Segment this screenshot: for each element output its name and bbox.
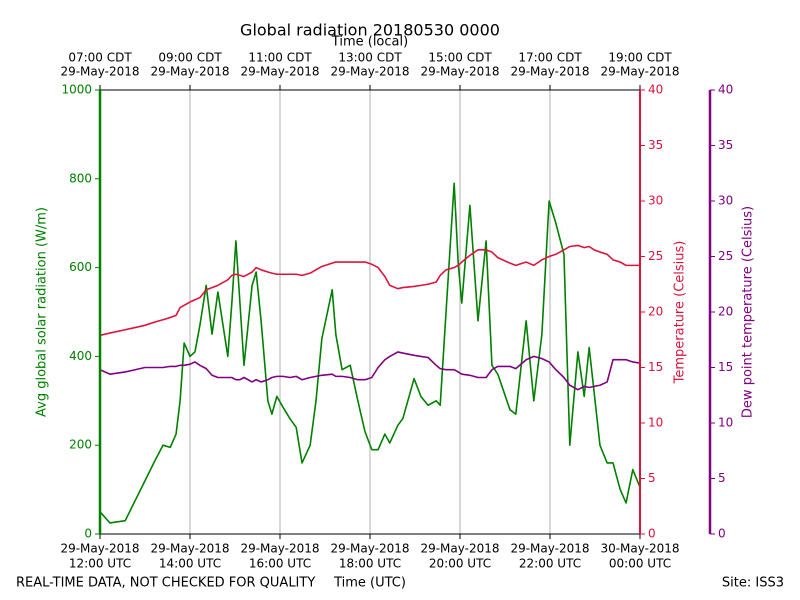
x2-tick-label: 15:00 CDT (428, 51, 492, 65)
x-tick-label: 29-May-2018 (60, 542, 139, 556)
y3-tick-label: 30 (718, 194, 733, 208)
x-tick-label: 29-May-2018 (240, 542, 319, 556)
x-tick-label: 29-May-2018 (420, 542, 499, 556)
x-tick-label: 14:00 UTC (159, 557, 221, 571)
x-tick-label: 22:00 UTC (519, 557, 581, 571)
x-axis-title: Time (UTC) (333, 576, 406, 591)
y2-tick-label: 0 (648, 527, 656, 541)
x2-tick-label: 29-May-2018 (150, 65, 229, 79)
x-tick-label: 29-May-2018 (330, 542, 409, 556)
site-label: Site: ISS3 (722, 576, 784, 591)
y3-tick-label: 5 (718, 471, 726, 485)
y2-tick-label: 35 (648, 138, 663, 152)
y2-tick-label: 10 (648, 416, 663, 430)
y-tick-label: 600 (69, 260, 92, 274)
chart-title: Global radiation 20180530 0000 (240, 21, 500, 40)
y-tick-label: 800 (69, 171, 92, 185)
x2-tick-label: 09:00 CDT (158, 51, 222, 65)
y2-axis-title: Temperature (Celsius) (673, 241, 688, 385)
y3-tick-label: 40 (718, 83, 733, 97)
series-line (99, 182, 641, 524)
x2-tick-label: 19:00 CDT (608, 51, 672, 65)
y3-axis-title: Dew point temperature (Celsius) (741, 206, 756, 418)
x2-tick-label: 13:00 CDT (338, 51, 402, 65)
series-line (99, 244, 640, 337)
x-tick-label: 12:00 UTC (69, 557, 131, 571)
x2-tick-label: 29-May-2018 (600, 65, 679, 79)
y2-tick-label: 15 (648, 360, 663, 374)
series-line (99, 351, 641, 391)
x2-axis-title: Time (local) (331, 35, 408, 50)
x-tick-label: 30-May-2018 (600, 542, 679, 556)
x2-tick-label: 29-May-2018 (60, 65, 139, 79)
y3-tick-label: 10 (718, 416, 733, 430)
y3-tick-label: 25 (718, 249, 733, 263)
y3-tick-label: 35 (718, 138, 733, 152)
x2-tick-label: 29-May-2018 (240, 65, 319, 79)
x-tick-label: 29-May-2018 (510, 542, 589, 556)
x-tick-label: 20:00 UTC (429, 557, 491, 571)
y2-tick-label: 30 (648, 194, 663, 208)
x-tick-label: 29-May-2018 (150, 542, 229, 556)
x2-tick-label: 17:00 CDT (518, 51, 582, 65)
x-tick-label: 18:00 UTC (339, 557, 401, 571)
y3-tick-label: 0 (718, 527, 726, 541)
y2-tick-label: 20 (648, 305, 663, 319)
y2-tick-label: 5 (648, 471, 656, 485)
y-tick-label: 200 (69, 438, 92, 452)
x2-tick-label: 07:00 CDT (68, 51, 132, 65)
x2-tick-label: 29-May-2018 (510, 65, 589, 79)
y-tick-label: 1000 (61, 83, 92, 97)
x2-tick-label: 29-May-2018 (330, 65, 409, 79)
y2-tick-label: 40 (648, 83, 663, 97)
y3-tick-label: 15 (718, 360, 733, 374)
x2-tick-label: 29-May-2018 (420, 65, 499, 79)
quality-note: REAL-TIME DATA, NOT CHECKED FOR QUALITY (16, 576, 315, 591)
y-tick-label: 400 (69, 349, 92, 363)
y-tick-label: 0 (84, 527, 92, 541)
x-tick-label: 00:00 UTC (609, 557, 671, 571)
x2-tick-label: 11:00 CDT (248, 51, 312, 65)
y-axis-title: Avg global solar radiation (W/m) (35, 207, 50, 417)
y2-tick-label: 25 (648, 249, 663, 263)
x-tick-label: 16:00 UTC (249, 557, 311, 571)
y3-tick-label: 20 (718, 305, 733, 319)
